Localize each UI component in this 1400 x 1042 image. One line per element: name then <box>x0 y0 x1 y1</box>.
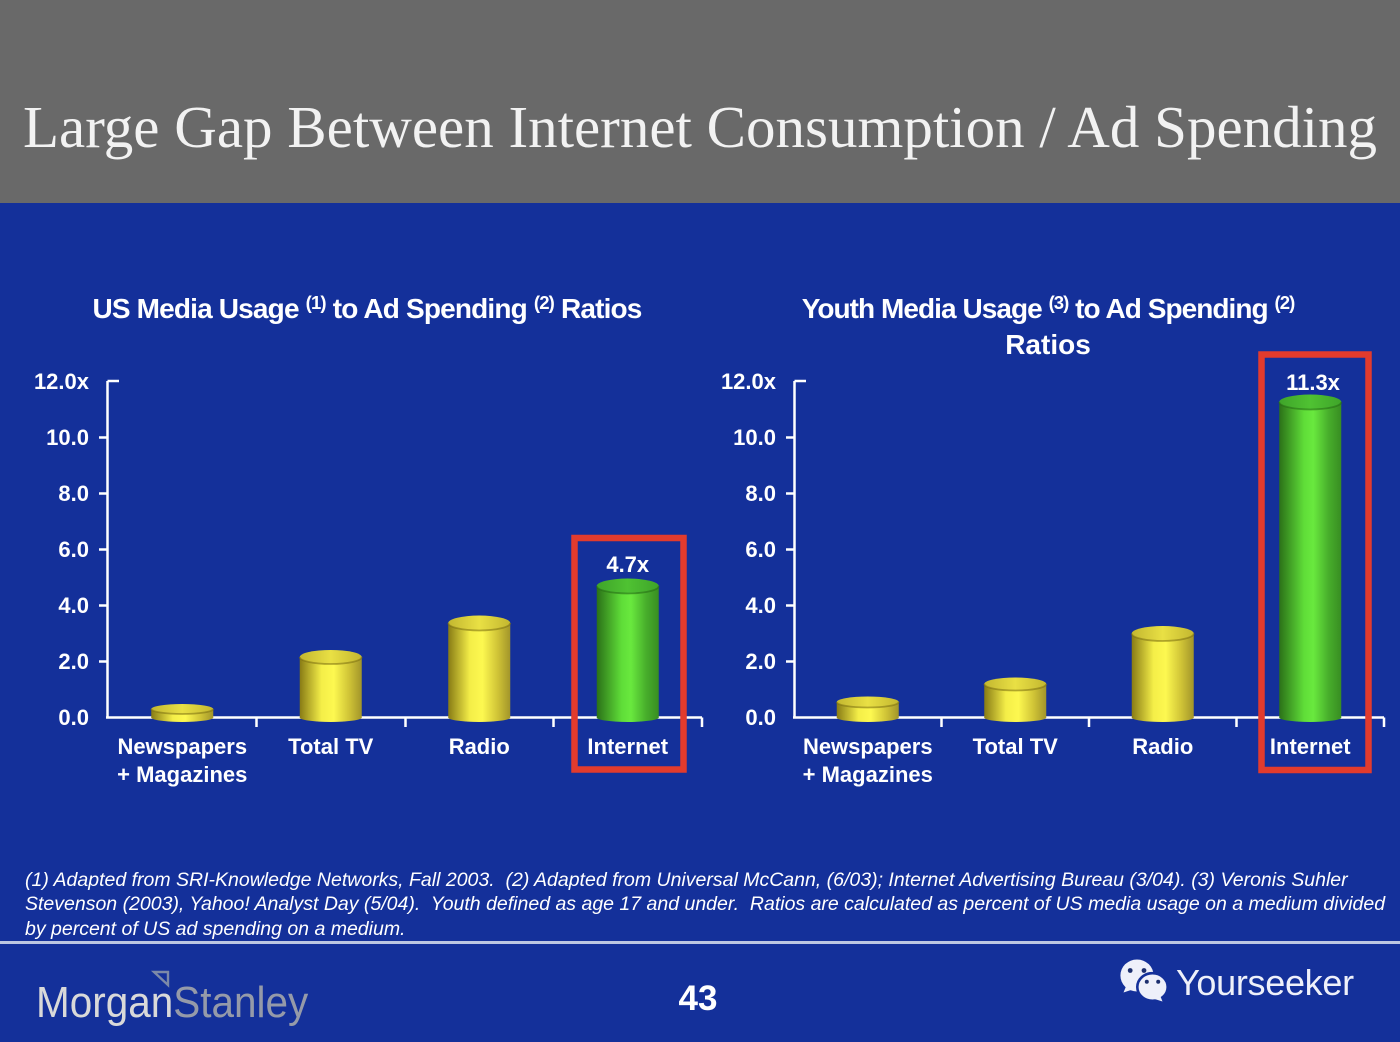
svg-text:10.0: 10.0 <box>46 425 89 450</box>
svg-text:4.0: 4.0 <box>745 593 776 618</box>
svg-text:Internet: Internet <box>1270 734 1351 759</box>
svg-text:Ratios: Ratios <box>1005 329 1091 360</box>
svg-text:US Media Usage (1) to Ad Spend: US Media Usage (1) to Ad Spending (2) Ra… <box>92 292 641 324</box>
svg-text:Youth Media Usage (3) to Ad Sp: Youth Media Usage (3) to Ad Spending (2) <box>802 292 1295 324</box>
svg-text:Newspapers: Newspapers <box>803 734 933 759</box>
svg-text:+ Magazines: + Magazines <box>803 762 933 787</box>
svg-text:+ Magazines: + Magazines <box>117 762 247 787</box>
svg-text:4.7x: 4.7x <box>606 552 650 577</box>
svg-text:11.3x: 11.3x <box>1286 370 1341 395</box>
svg-text:4.0: 4.0 <box>58 593 89 618</box>
svg-text:10.0: 10.0 <box>733 425 776 450</box>
svg-text:2.0: 2.0 <box>745 649 776 674</box>
svg-text:12.0x: 12.0x <box>34 369 90 394</box>
svg-text:6.0: 6.0 <box>745 537 776 562</box>
svg-text:8.0: 8.0 <box>745 481 776 506</box>
svg-text:Radio: Radio <box>449 734 510 759</box>
svg-text:12.0x: 12.0x <box>721 369 777 394</box>
svg-text:Radio: Radio <box>1132 734 1193 759</box>
svg-text:2.0: 2.0 <box>58 649 89 674</box>
svg-text:Internet: Internet <box>587 734 668 759</box>
svg-text:Total TV: Total TV <box>288 734 373 759</box>
svg-text:Total TV: Total TV <box>973 734 1058 759</box>
svg-text:8.0: 8.0 <box>58 481 89 506</box>
svg-text:Newspapers: Newspapers <box>117 734 247 759</box>
svg-text:0.0: 0.0 <box>745 705 776 730</box>
svg-text:0.0: 0.0 <box>58 705 89 730</box>
svg-text:6.0: 6.0 <box>58 537 89 562</box>
